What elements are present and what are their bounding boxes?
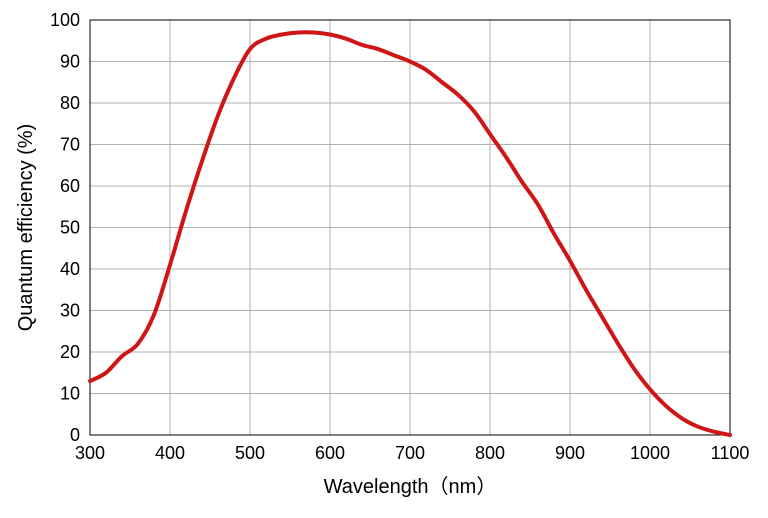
- x-tick-label: 400: [155, 443, 185, 463]
- x-tick-label: 800: [475, 443, 505, 463]
- y-tick-label: 30: [60, 301, 80, 321]
- y-tick-label: 70: [60, 135, 80, 155]
- y-axis-label: Quantum efficiency (%): [15, 124, 37, 332]
- x-tick-label: 500: [235, 443, 265, 463]
- chart-background: [0, 0, 768, 518]
- x-tick-label: 1100: [711, 443, 750, 463]
- y-tick-label: 80: [60, 93, 80, 113]
- qe-chart: 300 400 500 600 700 800 900 1000 1100 0 10 20 30 40 50…: [0, 0, 768, 518]
- x-tick-label: 1000: [630, 443, 670, 463]
- chart-svg: 300 400 500 600 700 800 900 1000 1100 0 10 20 30 40 50…: [0, 0, 768, 518]
- y-tick-label: 20: [60, 342, 80, 362]
- x-tick-label: 300: [75, 443, 105, 463]
- y-tick-label: 60: [60, 176, 80, 196]
- y-tick-label: 90: [60, 52, 80, 72]
- y-tick-label: 40: [60, 259, 80, 279]
- y-tick-label: 100: [50, 10, 80, 30]
- x-tick-label: 600: [315, 443, 345, 463]
- x-tick-label: 700: [395, 443, 425, 463]
- y-tick-label: 0: [70, 425, 80, 445]
- y-tick-label: 10: [60, 384, 80, 404]
- x-tick-label: 900: [555, 443, 585, 463]
- y-tick-label: 50: [60, 218, 80, 238]
- x-axis-label: Wavelength（nm）: [324, 475, 497, 498]
